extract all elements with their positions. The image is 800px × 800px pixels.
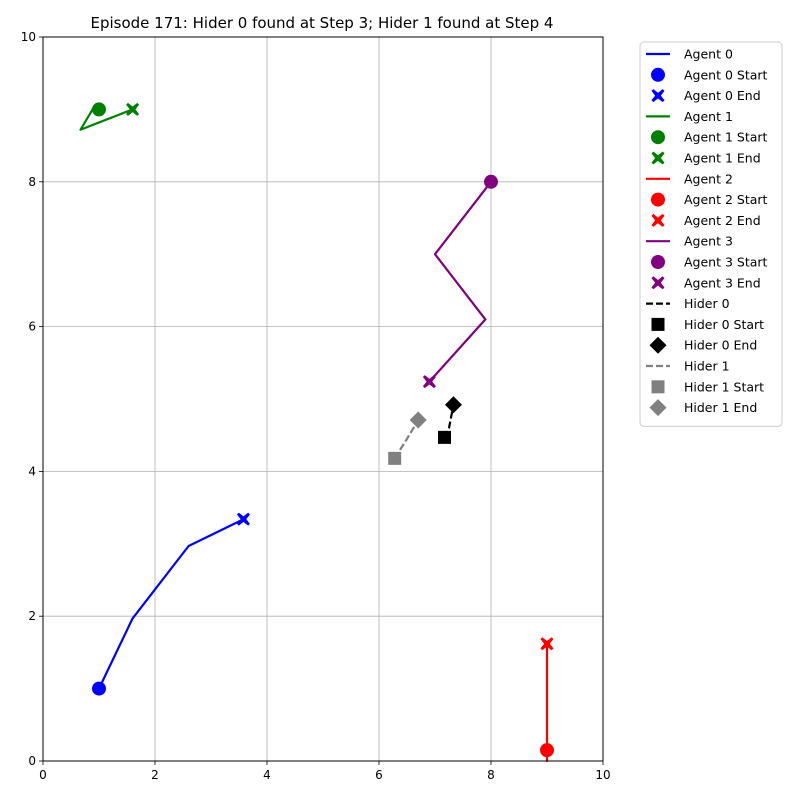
legend-end-label: Agent 3 End <box>684 275 761 290</box>
x-tick-label: 2 <box>151 768 159 782</box>
y-tick-label: 2 <box>28 609 36 623</box>
legend-line-label: Agent 3 <box>684 234 733 249</box>
hider-0-end-marker <box>444 396 462 414</box>
legend-line-label: Hider 0 <box>684 296 730 311</box>
legend-start-label: Agent 3 Start <box>684 255 768 270</box>
agent-0-start-marker <box>92 681 106 696</box>
x-tick-label: 8 <box>487 768 495 782</box>
hider-0-start-marker <box>438 430 452 444</box>
hider-1-path <box>393 419 420 459</box>
legend-start-swatch <box>651 192 665 207</box>
hider-1-start-marker <box>388 451 402 465</box>
x-tick-label: 4 <box>263 768 271 782</box>
y-tick-label: 8 <box>28 175 36 189</box>
y-tick-label: 6 <box>28 320 36 334</box>
legend-start-label: Agent 2 Start <box>684 192 768 207</box>
legend-line-label: Agent 2 <box>684 171 733 186</box>
y-tick-label: 4 <box>28 464 36 478</box>
agent-3-path <box>428 181 492 383</box>
legend-end-swatch <box>651 151 665 165</box>
agent-3-start-marker <box>484 174 498 189</box>
legend: Agent 0 Agent 0 Start Agent 0 End Agent 1 Ag… <box>639 41 783 427</box>
legend-end-label: Hider 1 End <box>684 400 757 415</box>
y-tick-label: 10 <box>21 30 36 44</box>
agent-0-end-marker <box>236 512 250 526</box>
legend-line-label: Hider 1 <box>684 359 730 374</box>
legend-end-swatch <box>651 213 665 227</box>
hider-1-end-marker <box>409 411 427 429</box>
y-tick-label: 0 <box>28 754 36 768</box>
agent-1-path <box>79 106 133 131</box>
legend-start-label: Hider 1 Start <box>684 379 764 394</box>
legend-end-label: Hider 0 End <box>684 338 757 353</box>
agent-3-end-marker <box>422 375 436 389</box>
legend-start-swatch <box>651 67 665 82</box>
legend-end-label: Agent 1 End <box>684 151 761 166</box>
legend-end-label: Agent 2 End <box>684 213 761 228</box>
grid <box>42 36 604 762</box>
legend-start-swatch <box>651 380 665 394</box>
agent-1-end-marker <box>126 102 140 116</box>
legend-start-swatch <box>651 255 665 269</box>
agent-0-path <box>98 518 244 690</box>
legend-start-label: Agent 0 Start <box>684 67 768 82</box>
axes: 0 2 4 6 8 10 0 2 4 6 8 10 <box>21 30 611 782</box>
legend-end-swatch <box>649 336 667 354</box>
legend-box <box>639 41 783 427</box>
legend-line-label: Agent 1 <box>684 109 733 124</box>
agent-2-end-marker <box>540 637 554 651</box>
x-tick-label: 6 <box>375 768 383 782</box>
agent-1-start-marker <box>92 102 106 117</box>
legend-start-swatch <box>651 130 665 145</box>
legend-start-label: Hider 0 Start <box>684 317 764 332</box>
legend-start-label: Agent 1 Start <box>684 130 768 145</box>
x-tick-label: 0 <box>39 768 47 782</box>
legend-end-swatch <box>651 276 665 290</box>
plot-frame <box>42 36 604 762</box>
x-tick-label: 10 <box>595 768 610 782</box>
agent-2-start-marker <box>540 743 554 758</box>
series-layer <box>79 102 554 763</box>
legend-start-swatch <box>651 317 665 331</box>
legend-end-swatch <box>651 89 665 103</box>
legend-end-label: Agent 0 End <box>684 88 761 103</box>
legend-end-swatch <box>649 399 667 417</box>
legend-line-label: Agent 0 <box>684 47 733 62</box>
chart-title: Episode 171: Hider 0 found at Step 3; Hi… <box>91 14 554 32</box>
